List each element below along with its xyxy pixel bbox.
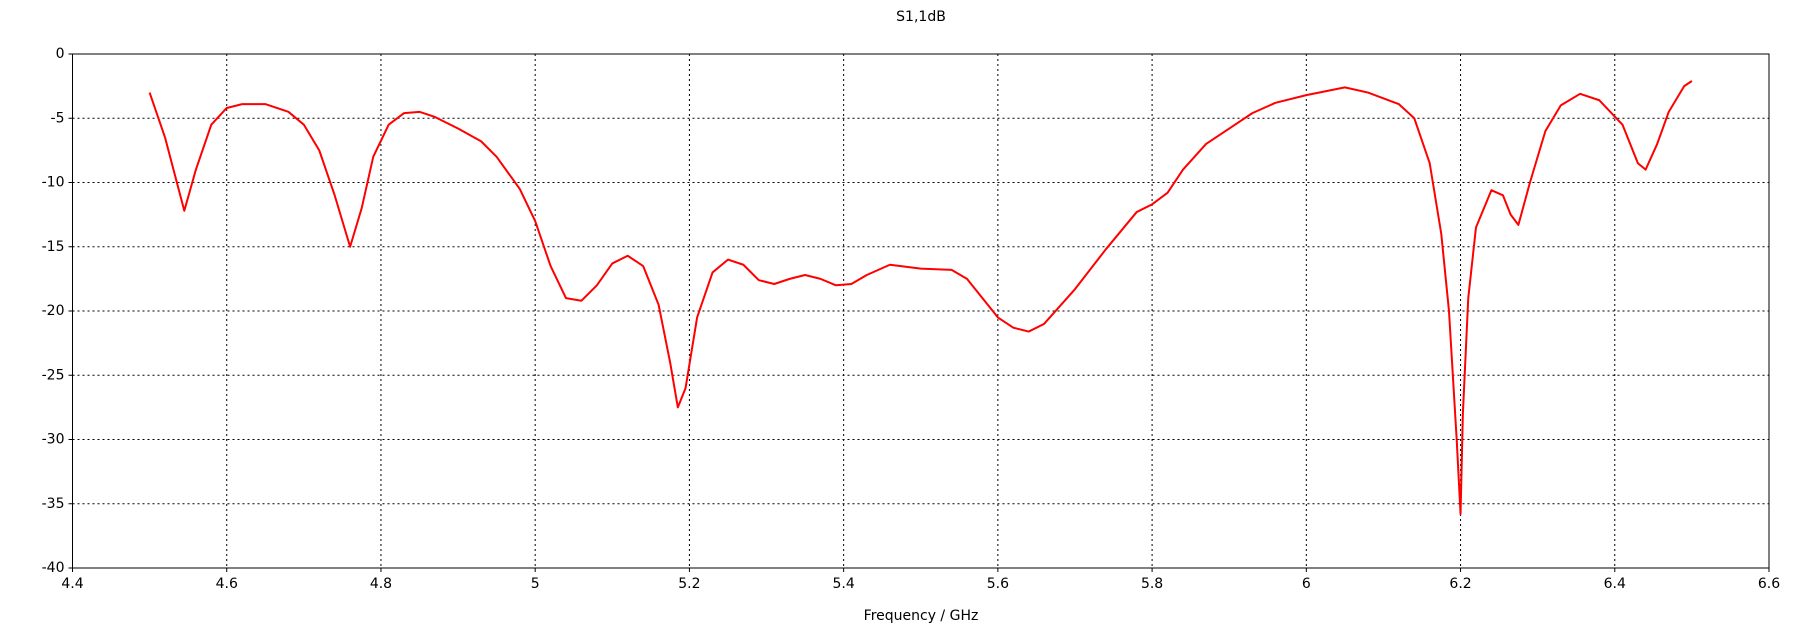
x-tick-label: 5 xyxy=(531,576,540,592)
x-tick-label: 6.6 xyxy=(1758,576,1780,592)
x-axis-label: Frequency / GHz xyxy=(864,608,979,624)
x-tick-label: 6 xyxy=(1302,576,1311,592)
data-line xyxy=(148,80,1693,516)
x-tick-label: 5.8 xyxy=(1141,576,1163,592)
chart-title: S1,1dB xyxy=(896,9,946,25)
x-tick-label: 5.4 xyxy=(833,576,855,592)
x-tick-label: 4.6 xyxy=(216,576,238,592)
x-tick-label: 6.2 xyxy=(1449,576,1471,592)
y-tick-label: 0 xyxy=(56,46,65,62)
y-tick-label: -15 xyxy=(42,239,65,255)
y-tick-label: -10 xyxy=(42,175,65,191)
x-tick-label: 4.8 xyxy=(370,576,392,592)
x-tick-label: 6.4 xyxy=(1604,576,1626,592)
y-tick-label: -35 xyxy=(42,496,65,512)
y-tick-label: -30 xyxy=(42,432,65,448)
y-tick-label: -40 xyxy=(42,560,65,576)
x-tick-label: 4.4 xyxy=(61,576,83,592)
y-tick-label: -25 xyxy=(42,367,65,383)
y-tick-label: -5 xyxy=(51,110,65,126)
y-tick-label: -20 xyxy=(42,303,65,319)
x-tick-label: 5.2 xyxy=(678,576,700,592)
plot-frame xyxy=(72,53,1770,569)
x-tick-label: 5.6 xyxy=(987,576,1009,592)
